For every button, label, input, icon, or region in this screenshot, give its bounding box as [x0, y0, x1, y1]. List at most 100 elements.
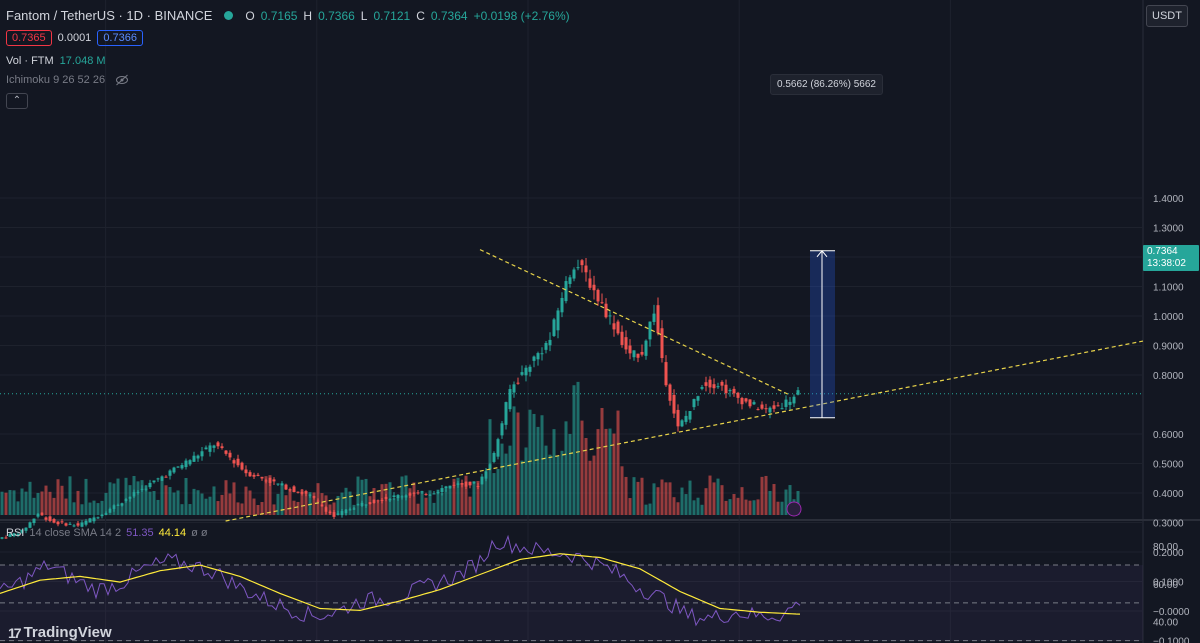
candle-body — [664, 362, 668, 386]
volume-bar — [496, 468, 500, 515]
volume-bar — [220, 494, 224, 515]
candle-body — [396, 495, 400, 499]
volume-bar — [444, 489, 448, 515]
candle-body — [756, 409, 760, 411]
candle-body — [672, 394, 676, 414]
volume-bar — [676, 502, 680, 515]
candle-body — [484, 471, 488, 479]
candle-body — [168, 470, 172, 476]
last-price-tag: 0.7364 13:38:02 — [1143, 245, 1199, 271]
volume-bar — [452, 478, 456, 515]
candle-body — [740, 398, 744, 405]
currency-button[interactable]: USDT — [1146, 5, 1188, 27]
candle-body — [456, 483, 460, 485]
candle-body — [416, 492, 420, 494]
volume-bar — [780, 501, 784, 515]
candle-body — [308, 494, 312, 496]
candle-body — [588, 278, 592, 288]
hidden-eye-icon[interactable] — [115, 74, 129, 86]
volume-bar — [208, 496, 212, 515]
volume-bar — [56, 479, 60, 515]
candle-body — [532, 356, 536, 361]
candle-body — [736, 392, 740, 398]
volume-bar — [312, 492, 316, 515]
candle-body — [16, 533, 20, 535]
candle-body — [668, 384, 672, 401]
candle-body — [524, 367, 528, 376]
price-range-measure[interactable] — [786, 250, 835, 517]
collapse-legend-button[interactable]: ⌃ — [6, 93, 28, 109]
branding-text: TradingView — [23, 624, 112, 641]
volume-bar — [68, 476, 72, 515]
candle-body — [100, 514, 104, 517]
candle-body — [644, 340, 648, 356]
candle-body — [180, 465, 184, 469]
last-price-value: 0.7364 — [1147, 246, 1178, 257]
candle-body — [516, 382, 520, 384]
sell-price-button[interactable]: 0.7365 — [6, 30, 52, 46]
candle-body — [708, 379, 712, 388]
candle-body — [560, 298, 564, 313]
candle-body — [404, 495, 408, 498]
volume-bar — [292, 500, 296, 515]
candle-body — [732, 388, 736, 394]
candle-body — [548, 339, 552, 346]
candle-body — [252, 474, 256, 477]
volume-bar — [92, 500, 96, 515]
rsi-name[interactable]: RSI — [6, 527, 25, 539]
candle-body — [520, 372, 524, 375]
volume-bar — [296, 501, 300, 515]
trendline — [225, 340, 1144, 522]
volume-bar — [44, 485, 48, 515]
candle-body — [696, 396, 700, 401]
candle-body — [152, 480, 156, 483]
candle-body — [32, 518, 36, 524]
volume-bar — [628, 498, 632, 515]
volume-bar — [672, 497, 676, 515]
volume-bar — [288, 489, 292, 515]
volume-bar — [764, 475, 768, 515]
volume-bar — [692, 500, 696, 515]
volume-bar — [264, 476, 268, 515]
trendlines[interactable] — [225, 249, 1144, 522]
tradingview-logo[interactable]: 17 TradingView — [8, 624, 112, 641]
volume-bar — [396, 494, 400, 515]
close-label: C — [416, 8, 425, 23]
candle-body — [632, 350, 636, 358]
volume-bar — [152, 490, 156, 515]
buy-price-button[interactable]: 0.7366 — [97, 30, 143, 46]
candle-body — [96, 517, 100, 519]
volume-bar — [216, 501, 220, 515]
candle-body — [20, 529, 24, 533]
volume-bar — [704, 488, 708, 515]
volume-bar — [304, 491, 308, 515]
candle-body — [496, 439, 500, 457]
volume-bar — [256, 504, 260, 515]
candle-body — [620, 331, 624, 345]
candle-body — [728, 390, 732, 392]
volume-bar — [52, 497, 56, 515]
candle-body — [452, 484, 456, 486]
symbol-title[interactable]: Fantom / TetherUS · 1D · BINANCE — [6, 8, 213, 23]
price-tick-label: 0.9000 — [1153, 342, 1184, 353]
candle-body — [160, 476, 164, 481]
volume-bar — [36, 492, 40, 515]
volume-bar — [504, 453, 508, 515]
candle-body — [440, 488, 444, 493]
volume-bar — [576, 381, 580, 515]
rsi-pane: 80.00 60.00 40.00 — [0, 534, 1178, 642]
volume-bar — [664, 482, 668, 515]
candle-body — [444, 486, 448, 489]
candle-body — [260, 476, 264, 479]
candle-body — [428, 494, 432, 496]
volume-bar — [656, 487, 660, 515]
measure-label: 0.5662 (86.26%) 5662 — [770, 74, 883, 95]
volume-label[interactable]: Vol · FTM — [6, 55, 54, 67]
candle-body — [76, 523, 80, 526]
ichimoku-label[interactable]: Ichimoku 9 26 52 26 — [6, 74, 106, 86]
volume-bar — [0, 491, 4, 515]
price-tick-label: 1.3000 — [1153, 224, 1184, 235]
volume-bar — [484, 470, 488, 515]
candle-body — [616, 321, 620, 334]
